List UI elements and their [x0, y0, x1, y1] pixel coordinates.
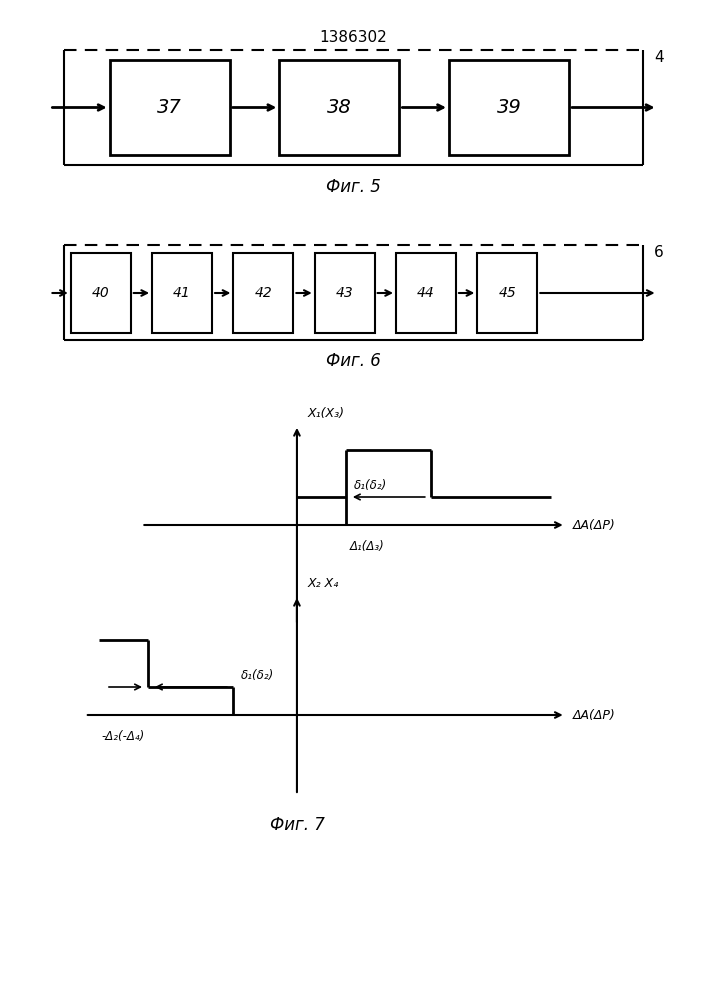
Text: Фиг. 7: Фиг. 7	[269, 816, 325, 834]
Text: ΔA(ΔP): ΔA(ΔP)	[573, 708, 615, 722]
Text: 6: 6	[654, 245, 664, 260]
Bar	[449, 60, 569, 155]
Text: 4: 4	[654, 50, 664, 65]
Text: ΔA(ΔP): ΔA(ΔP)	[573, 518, 615, 532]
Bar	[233, 253, 293, 333]
Text: 44: 44	[417, 286, 435, 300]
Text: 42: 42	[255, 286, 272, 300]
Text: Δ₁(Δ₃): Δ₁(Δ₃)	[350, 540, 385, 553]
Text: 43: 43	[336, 286, 354, 300]
Bar	[396, 253, 456, 333]
Text: 37: 37	[157, 98, 182, 117]
Text: 38: 38	[327, 98, 352, 117]
Bar	[477, 253, 537, 333]
Text: 39: 39	[496, 98, 522, 117]
Text: δ₁(δ₂): δ₁(δ₂)	[240, 669, 274, 682]
Text: Фиг. 5: Фиг. 5	[326, 178, 381, 196]
Text: 40: 40	[92, 286, 110, 300]
Bar	[152, 253, 212, 333]
Bar	[71, 253, 131, 333]
Text: -Δ₂(-Δ₄): -Δ₂(-Δ₄)	[102, 730, 145, 743]
Text: X₂ X₄: X₂ X₄	[308, 577, 339, 590]
Text: δ₁(δ₂): δ₁(δ₂)	[354, 479, 387, 492]
Bar	[110, 60, 230, 155]
Text: 1386302: 1386302	[320, 29, 387, 44]
Bar	[315, 253, 375, 333]
Text: X₁(X₃): X₁(X₃)	[308, 407, 344, 420]
Bar	[279, 60, 399, 155]
Text: 41: 41	[173, 286, 191, 300]
Text: 45: 45	[498, 286, 516, 300]
Text: Фиг. 6: Фиг. 6	[326, 352, 381, 370]
